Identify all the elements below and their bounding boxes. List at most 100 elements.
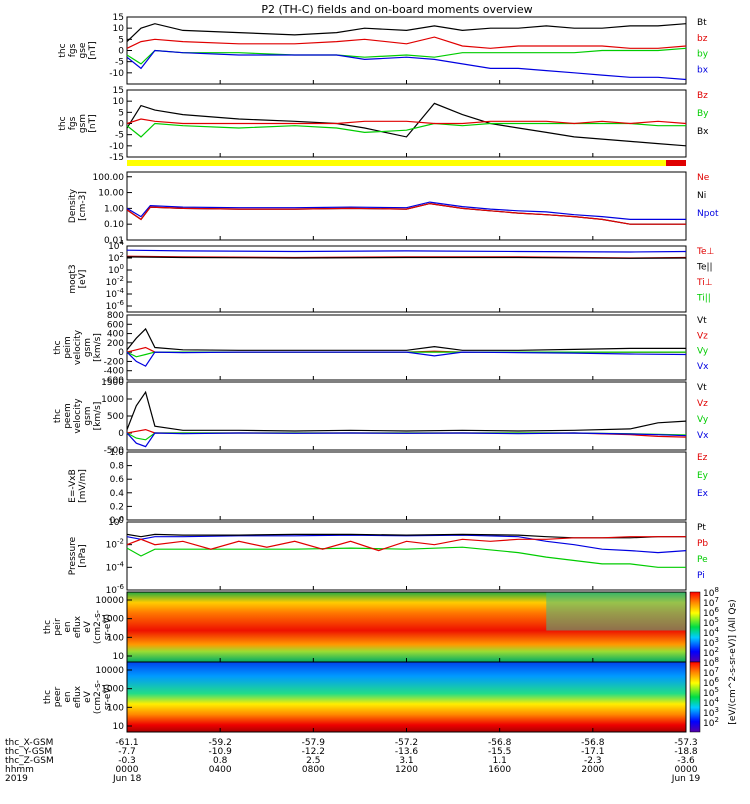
panel-peer_spectrogram: 10000 1000 100 10 thc peer en eflux eV (cm2-s-sr-… (43, 661, 687, 733)
legend-by-label: by (697, 50, 709, 60)
legend-Ti-label: Ti|| (696, 294, 711, 304)
xaxis-value: 1.1 (493, 756, 507, 766)
peem_velocity-ylabel-line: [km/s] (93, 402, 103, 431)
efield-ytick-label: 0.0 (110, 516, 125, 526)
density-ytick-label: 1.00 (104, 204, 124, 214)
peer_spectrogram-ylabel-line: eV (83, 690, 93, 703)
xaxis-value: -0.3 (118, 756, 136, 766)
peir_spectrogram-ytick-label: 10 (113, 652, 125, 662)
legend-Te-label: Te|| (696, 263, 713, 273)
legend-bz-label: bz (697, 34, 708, 44)
fgs_gsm-ytick-label: -10 (109, 142, 124, 152)
pressure-ytick-label: 10-6 (106, 583, 125, 596)
xaxis-value: -10.9 (209, 747, 233, 757)
fgs_gse-ytick-label: -10 (109, 69, 124, 79)
fgs_gse-ylabel-line: [nT] (88, 41, 98, 59)
xaxis-value: -59.2 (209, 738, 232, 748)
legend-Vx-label: Vx (697, 431, 709, 441)
peem_velocity-ylabel-line: peem (63, 403, 73, 429)
peim_velocity-ytick-label: 800 (107, 311, 124, 321)
peir_spectrogram-ytick-label: 1000 (101, 615, 124, 625)
legend-Vy-label: Vy (697, 347, 709, 357)
legend-Pb-label: Pb (697, 539, 708, 549)
peer_spectrogram-ylabel-line: thc (43, 690, 53, 704)
series-vt-line (126, 390, 687, 432)
xaxis-value: 1600 (488, 765, 511, 775)
peer_spectrogram-ylabel-line: sr-eV) (103, 684, 113, 710)
fgs_gsm-ylabel-line: [nT] (88, 114, 98, 132)
series-bt-line (126, 23, 687, 43)
efield-ytick-label: 0.2 (110, 502, 124, 512)
panel-peem_velocity: 1500 1000 500 0 -500 Vt Vz Vy Vx thc peem velocity g… (53, 378, 709, 456)
colorbar-strip (689, 591, 701, 663)
legend-Vt-label: Vt (697, 316, 707, 326)
efield-ytick-label: 0.8 (110, 462, 125, 472)
series-npot-line (126, 201, 686, 220)
peir_spectrogram-ylabel-line: eflux (73, 615, 83, 638)
fgs_gse-ytick-label: 5 (118, 35, 124, 45)
peem_velocity-ylabel-line: velocity (73, 398, 83, 434)
series-bx-line (126, 102, 687, 147)
legend-Pi-label: Pi (697, 571, 705, 581)
peir_spectrogram-ylabel-line: thc (43, 620, 53, 634)
peem_velocity-ylabel-line: gsm (83, 406, 93, 425)
legend-Bz-label: Bz (697, 91, 708, 101)
xaxis-row-label: 2019 (5, 774, 28, 784)
fgs_gsm-ylabel-line: thc (58, 116, 68, 130)
fgs_gsm-ytick-label: -5 (115, 131, 124, 141)
xaxis-row-label: hhmm (5, 765, 34, 775)
fgs_gse-ytick-label: 10 (113, 24, 125, 34)
fgs_gsm-ytick-label: 5 (118, 108, 124, 118)
xaxis-value: -56.8 (581, 738, 605, 748)
temperature-ylabel-line: [eV] (78, 270, 88, 289)
peir_spectrogram-ylabel-line: (cm2-s- (93, 610, 103, 644)
fgs_gse-ytick-label: -5 (115, 58, 124, 68)
efield-ytick-label: 0.4 (110, 489, 125, 499)
peim_velocity-ylabel-line: velocity (73, 329, 83, 365)
peir_spectrogram-ylabel-line: en (63, 621, 73, 632)
peim_velocity-ylabel-line: gsm (83, 338, 93, 357)
figure-title: P2 (TH-C) fields and on-board moments ov… (261, 3, 532, 16)
series-ne-line (126, 202, 686, 225)
peem_velocity-ytick-label: 1000 (101, 395, 124, 405)
xaxis-value: -3.6 (677, 756, 695, 766)
peim_velocity-frame (126, 314, 687, 381)
fgs_gsm-ytick-label: -15 (109, 153, 124, 163)
pressure-ytick-label: 10-4 (106, 560, 125, 573)
pressure-frame (126, 521, 687, 591)
xaxis-value: 2.5 (306, 756, 320, 766)
series-bx-line (126, 49, 687, 81)
pressure-ylabel-line: Pressure (68, 536, 78, 575)
panel-peir_spectrogram: 10000 1000 100 10 thc peir en eflux eV (cm2-s-sr-… (43, 591, 687, 663)
peir_spectrogram-ytick-label: 100 (107, 633, 124, 643)
density-ylabel-line: Density (68, 188, 78, 223)
peem_velocity-frame (126, 381, 687, 451)
colorbar-label: [eV/(cm^2-s-sr-eV)] (All Qs) (728, 599, 738, 724)
peem_velocity-ytick-label: 0 (118, 429, 124, 439)
peer_spectrogram-image (127, 662, 686, 732)
series-bz-line (126, 118, 687, 125)
panel-density: 100.00 10.00 1.00 0.10 0.01 Ne Ni Npot Density [c… (68, 171, 719, 246)
density-frame (126, 171, 687, 241)
xaxis-value: -2.3 (584, 756, 602, 766)
peer_spectrogram-ytick-label: 1000 (101, 685, 124, 695)
peir_spectrogram-ylabel-line: sr-eV) (103, 614, 113, 640)
xaxis-value: -7.7 (118, 747, 136, 757)
legend-Vz-label: Vz (697, 399, 708, 409)
peem_velocity-ytick-label: -500 (104, 446, 125, 456)
pressure-ylabel-line: [nPa] (78, 544, 88, 567)
xaxis-value: 0800 (302, 765, 325, 775)
fgs_gse-ylabel-line: fgs (68, 43, 78, 57)
peim_velocity-ytick-label: 0 (118, 348, 124, 358)
legend-Pe-label: Pe (697, 555, 708, 565)
xaxis-value: -17.1 (581, 747, 604, 757)
xaxis-value: -57.3 (674, 738, 697, 748)
legend-Ey-label: Ey (697, 471, 709, 481)
xaxis-value: -12.2 (302, 747, 325, 757)
peim_velocity-ytick-label: 200 (107, 339, 124, 349)
fgs_gse-ytick-label: 0 (118, 47, 124, 57)
